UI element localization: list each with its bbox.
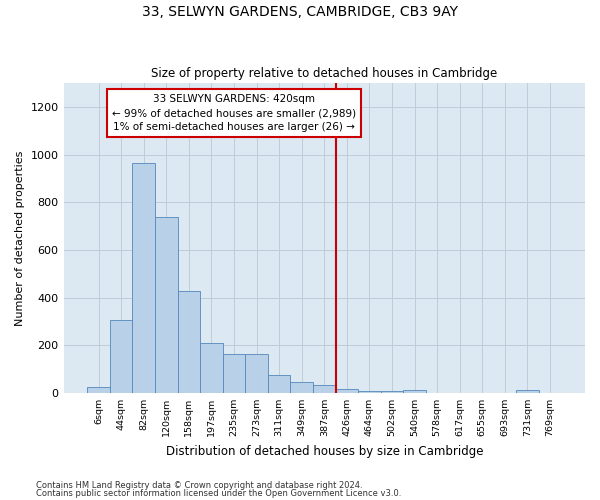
Y-axis label: Number of detached properties: Number of detached properties	[15, 150, 25, 326]
Bar	[155, 217, 178, 393]
X-axis label: Distribution of detached houses by size in Cambridge: Distribution of detached houses by size …	[166, 444, 483, 458]
Bar	[516, 390, 539, 393]
Bar	[358, 390, 381, 393]
Bar	[381, 390, 403, 393]
Bar	[133, 163, 155, 393]
Text: Contains public sector information licensed under the Open Government Licence v3: Contains public sector information licen…	[36, 489, 401, 498]
Bar	[268, 375, 290, 393]
Text: Contains HM Land Registry data © Crown copyright and database right 2024.: Contains HM Land Registry data © Crown c…	[36, 480, 362, 490]
Bar	[223, 354, 245, 393]
Bar	[335, 388, 358, 393]
Bar	[290, 382, 313, 393]
Bar	[87, 387, 110, 393]
Bar	[178, 290, 200, 393]
Bar	[245, 354, 268, 393]
Bar	[313, 384, 335, 393]
Title: Size of property relative to detached houses in Cambridge: Size of property relative to detached ho…	[151, 66, 497, 80]
Text: 33, SELWYN GARDENS, CAMBRIDGE, CB3 9AY: 33, SELWYN GARDENS, CAMBRIDGE, CB3 9AY	[142, 5, 458, 19]
Bar	[403, 390, 426, 393]
Bar	[200, 343, 223, 393]
Bar	[110, 320, 133, 393]
Text: 33 SELWYN GARDENS: 420sqm
← 99% of detached houses are smaller (2,989)
1% of sem: 33 SELWYN GARDENS: 420sqm ← 99% of detac…	[112, 94, 356, 132]
